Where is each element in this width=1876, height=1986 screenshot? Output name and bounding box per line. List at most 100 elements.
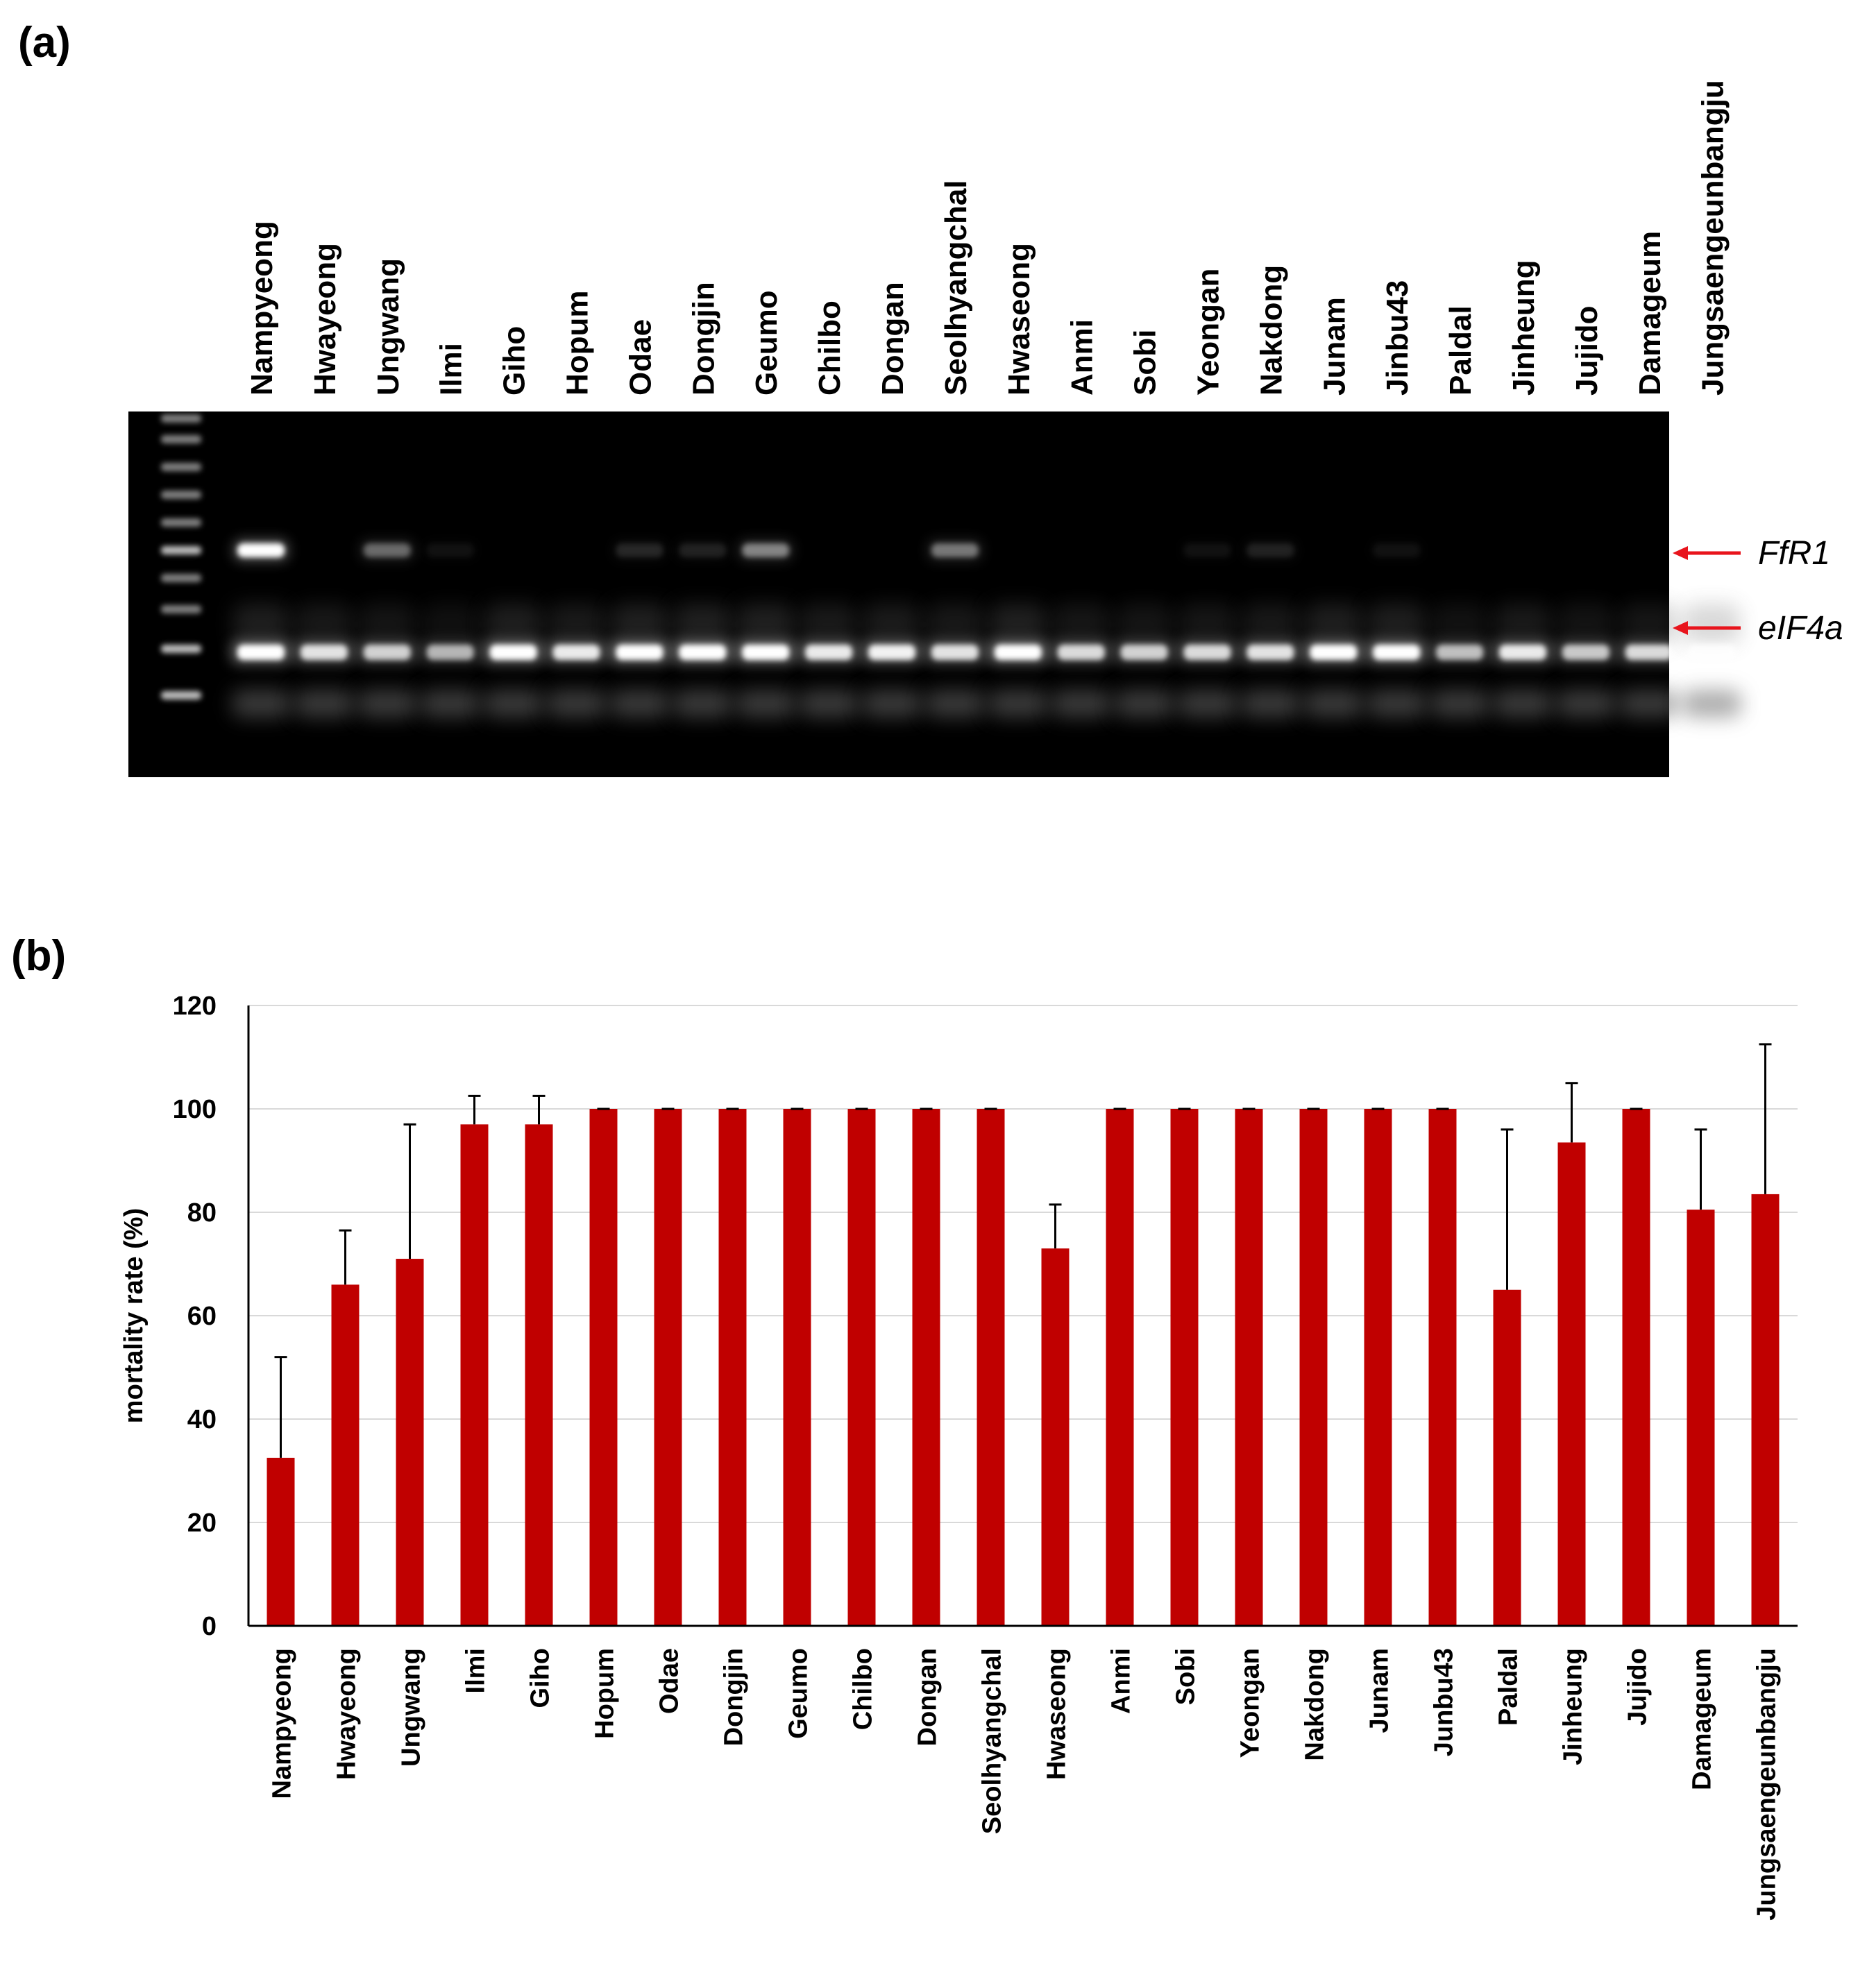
lane-label: Dongan	[876, 282, 910, 396]
x-tick-label: Hwayeong	[332, 1648, 362, 1780]
bar	[1106, 1109, 1134, 1626]
ladder-band	[161, 645, 201, 653]
lane-label: Geumo	[750, 290, 784, 396]
eif4a-band	[1688, 645, 1736, 660]
eif4a-band	[616, 645, 664, 660]
lane-label: Giho	[498, 326, 532, 396]
lane-label: Hwaseong	[1002, 243, 1036, 396]
gel-background	[128, 411, 1669, 777]
x-tick-label: Paldal	[1494, 1648, 1523, 1726]
bar	[1557, 1142, 1586, 1626]
y-tick-label: 20	[187, 1509, 217, 1538]
eif4a-band	[237, 645, 285, 660]
lane-label: Jujido	[1570, 305, 1604, 396]
bar	[525, 1124, 553, 1626]
lane-fog	[736, 690, 795, 718]
lane-label: Nampyeong	[245, 221, 279, 396]
eif4a-band	[868, 645, 915, 660]
lane-fog	[800, 690, 859, 718]
lane-label: Dongjin	[686, 282, 720, 396]
lane-haze	[675, 604, 731, 645]
x-tick-label: Odae	[655, 1648, 684, 1714]
lane-label: Paldal	[1444, 305, 1478, 396]
lane-label: Junam	[1317, 297, 1351, 396]
ladder-band	[161, 691, 201, 699]
lane-haze	[611, 604, 668, 645]
x-tick-label: Yeongan	[1236, 1648, 1265, 1758]
x-tick-label: Nampyeong	[268, 1648, 297, 1799]
x-tick-label: Nakdong	[1301, 1648, 1330, 1761]
lane-fog	[1178, 690, 1237, 718]
lane-haze	[359, 604, 415, 645]
lane-fog	[863, 690, 921, 718]
eif4a-band	[1562, 645, 1609, 660]
eif4a-band	[1120, 645, 1168, 660]
x-tick-label: Jungsaengeunbangju	[1752, 1648, 1782, 1921]
x-tick-label: Seolhyangchal	[978, 1648, 1007, 1834]
bar	[1364, 1109, 1392, 1626]
ffr1-band	[931, 543, 979, 557]
x-tick-label: Sobi	[1172, 1648, 1201, 1705]
eif4a-band	[931, 645, 979, 660]
eif4a-band	[363, 645, 411, 660]
ladder-band	[161, 414, 201, 423]
bar	[977, 1109, 1005, 1626]
y-tick-label: 0	[202, 1612, 217, 1641]
lane-haze	[1621, 604, 1677, 645]
lane-fog	[610, 690, 669, 718]
bar	[1687, 1210, 1715, 1626]
bar	[718, 1109, 747, 1626]
lane-fog	[421, 690, 480, 718]
x-tick-label: Junam	[1365, 1648, 1394, 1733]
y-tick-label: 60	[187, 1302, 217, 1331]
ladder-band	[161, 546, 201, 554]
eif4a-band	[426, 645, 474, 660]
ladder-band	[161, 574, 201, 582]
bar	[1622, 1109, 1650, 1626]
eif4a-band	[742, 645, 790, 660]
bar	[331, 1284, 360, 1626]
lane-fog	[1556, 690, 1615, 718]
lane-haze	[801, 604, 857, 645]
lane-haze	[422, 604, 478, 645]
eif4a-band	[994, 645, 1042, 660]
bar	[654, 1109, 682, 1626]
lane-fog	[1051, 690, 1110, 718]
lane-haze	[990, 604, 1046, 645]
ladder-band	[161, 463, 201, 471]
lane-label: Ilmi	[434, 343, 468, 396]
bar	[1751, 1194, 1780, 1626]
lane-haze	[1242, 604, 1299, 645]
eif4a-band	[1436, 645, 1484, 660]
lane-label: Anmi	[1065, 319, 1099, 396]
lane-haze	[927, 604, 983, 645]
eif4a-band	[805, 645, 853, 660]
gene-label: eIF4a	[1758, 610, 1843, 647]
lane-label: Damageum	[1633, 231, 1667, 396]
x-tick-label: Dongan	[913, 1648, 943, 1746]
lane-fog	[673, 690, 732, 718]
bar	[783, 1109, 811, 1626]
eif4a-band	[679, 645, 727, 660]
lane-label: Chilbo	[813, 300, 847, 396]
eif4a-band	[1373, 645, 1421, 660]
eif4a-band	[1310, 645, 1358, 660]
lane-label: Nakdong	[1254, 265, 1288, 396]
lane-fog	[357, 690, 416, 718]
lane-haze	[296, 604, 352, 645]
lane-fog	[294, 690, 353, 718]
ffr1-band	[363, 543, 411, 557]
ffr1-band	[742, 543, 790, 557]
bar	[589, 1109, 618, 1626]
x-tick-label: Geumo	[784, 1648, 813, 1739]
ffr1-band	[426, 543, 474, 557]
lane-label: Hwayeong	[308, 243, 342, 396]
lane-fog	[1494, 690, 1552, 718]
x-tick-label: Hwaseong	[1042, 1648, 1072, 1780]
bar	[1493, 1289, 1521, 1626]
ffr1-band	[616, 543, 664, 557]
bar	[847, 1109, 876, 1626]
lane-label: Jinheung	[1507, 260, 1541, 396]
lane-haze	[1053, 604, 1109, 645]
